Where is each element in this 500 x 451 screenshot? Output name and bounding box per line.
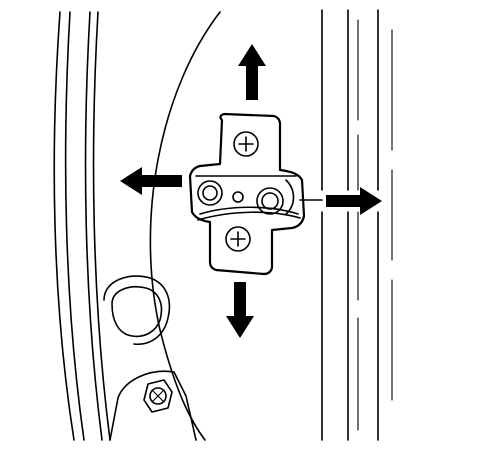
bottom-screw: [225, 226, 251, 252]
striker-center-hole: [232, 191, 244, 203]
arrow-down-icon: [226, 282, 254, 338]
striker-hole-left: [197, 180, 223, 206]
pillar-access-hole: [103, 275, 171, 345]
hex-bolt-icon: [109, 370, 197, 441]
arrow-right-icon: [326, 187, 382, 215]
door-edge: [299, 9, 393, 441]
arrow-up-icon: [238, 44, 266, 100]
door-pillar: [53, 11, 221, 441]
striker-plate: [188, 112, 306, 276]
arrow-left-icon: [120, 167, 182, 195]
striker-hole-right: [256, 187, 284, 215]
top-screw: [233, 131, 259, 157]
